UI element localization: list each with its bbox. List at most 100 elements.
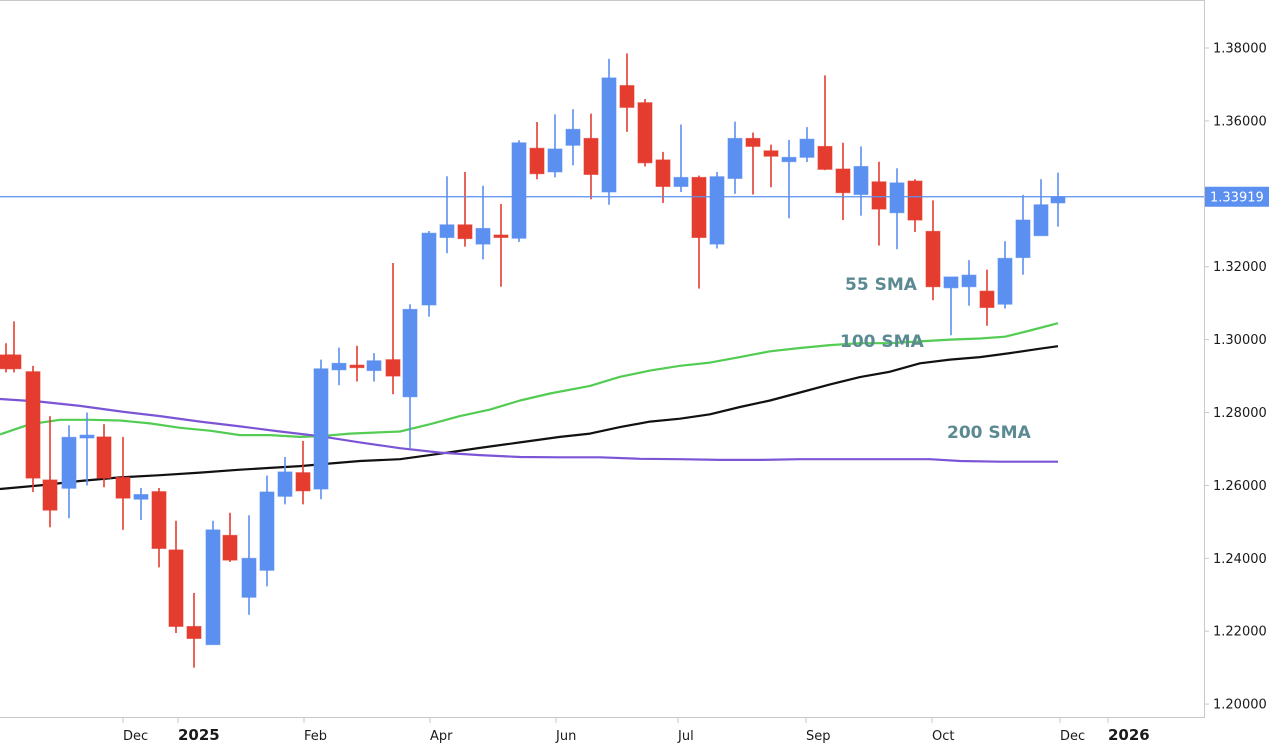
candle-body: [133, 494, 149, 500]
candle: [691, 175, 707, 289]
candle-body: [1050, 196, 1066, 204]
y-tick-label: 1.22000: [1213, 625, 1267, 640]
candle: [763, 144, 779, 188]
candle: [241, 515, 257, 615]
sma-labels: 55 SMA 100 SMA 200 SMA: [840, 275, 1032, 443]
candle-body: [186, 625, 202, 639]
candle: [259, 475, 275, 587]
x-tick-label: Feb: [304, 729, 327, 744]
candle-body: [421, 232, 437, 306]
candle: [907, 179, 923, 233]
candle-body: [979, 290, 995, 309]
candle: [366, 353, 382, 382]
y-tick-label: 1.38000: [1213, 42, 1267, 57]
candle: [1015, 194, 1031, 275]
candle-body: [853, 165, 869, 196]
candle: [817, 75, 833, 171]
candle: [709, 171, 725, 249]
candle: [637, 99, 653, 167]
candle-body: [727, 137, 743, 179]
sma-lines: [0, 322, 1059, 491]
candle: [655, 151, 671, 203]
candle: [727, 121, 743, 194]
candle: [313, 359, 329, 500]
candle-body: [529, 147, 545, 175]
candle-body: [168, 549, 184, 627]
y-axis[interactable]: 1.38000 1.36000 1.32000 1.30000 1.28000 1.260…: [1204, 42, 1267, 713]
candle-body: [997, 257, 1013, 305]
y-tick-label: 1.32000: [1213, 260, 1267, 275]
candle: [151, 487, 167, 568]
candle-body: [6, 354, 22, 370]
x-tick-label: 2025: [178, 726, 220, 744]
candle-body: [547, 148, 563, 173]
candle: [853, 146, 869, 216]
candle-body: [61, 436, 77, 489]
candles: [0, 53, 1066, 668]
candle-body: [25, 371, 41, 479]
candle: [25, 365, 41, 492]
candle-body: [475, 227, 491, 245]
candle-body: [457, 224, 473, 240]
candle-body: [42, 479, 58, 511]
candle-body: [205, 529, 221, 646]
x-tick-label: Jul: [677, 729, 694, 744]
candle: [619, 53, 635, 132]
candle-body: [493, 234, 509, 238]
candle-body: [349, 364, 365, 369]
candle: [565, 109, 581, 166]
x-tick-label: Dec: [1060, 729, 1085, 744]
candle-body: [241, 557, 257, 598]
candle: [601, 58, 617, 205]
candle-body: [295, 472, 311, 492]
100-sma-line: [0, 345, 1059, 491]
candle-body: [691, 176, 707, 239]
candle: [961, 260, 977, 306]
candle: [168, 520, 184, 634]
candle-body: [943, 276, 959, 289]
candle: [997, 241, 1013, 309]
candle: [493, 204, 509, 287]
x-tick-label: Sep: [806, 729, 831, 744]
candle: [925, 200, 941, 301]
x-tick-label: Jun: [555, 729, 576, 744]
candle-body: [817, 145, 833, 170]
candle-body: [745, 137, 761, 147]
y-tick-label: 1.26000: [1213, 479, 1267, 494]
candle-body: [366, 360, 382, 372]
price-tag-label: 1.33919: [1210, 190, 1264, 205]
candle-body: [402, 308, 418, 398]
candle: [943, 276, 959, 336]
candle-body: [781, 156, 797, 163]
candle: [133, 487, 149, 521]
x-tick-label: Apr: [430, 729, 453, 744]
candle-body: [763, 150, 779, 157]
candle-body: [655, 159, 671, 188]
candle-body: [889, 182, 905, 214]
candle: [583, 113, 599, 200]
x-tick-label: Dec: [123, 729, 148, 744]
200-sma-line: [0, 397, 1058, 463]
candle-body: [385, 359, 401, 377]
y-tick-label: 1.36000: [1213, 114, 1267, 129]
candle: [115, 436, 131, 530]
candle: [457, 171, 473, 247]
candle-body: [925, 230, 941, 288]
x-axis[interactable]: Dec 2025 Feb Apr Jun Jul Sep Oct Dec 2026: [122, 718, 1150, 744]
candle-body: [709, 176, 725, 245]
candle-body: [961, 274, 977, 288]
candle: [871, 161, 887, 246]
candle-body: [439, 224, 455, 239]
x-tick-label: Oct: [932, 729, 954, 744]
y-tick-label: 1.24000: [1213, 552, 1267, 567]
candle: [439, 176, 455, 254]
candle-body: [799, 138, 815, 158]
candle: [529, 121, 545, 180]
candle: [799, 127, 815, 163]
candle-body: [151, 491, 167, 549]
candle-body: [511, 142, 527, 239]
100-sma-label: 100 SMA: [840, 332, 925, 352]
candle-body: [277, 471, 293, 497]
candle: [547, 114, 563, 178]
